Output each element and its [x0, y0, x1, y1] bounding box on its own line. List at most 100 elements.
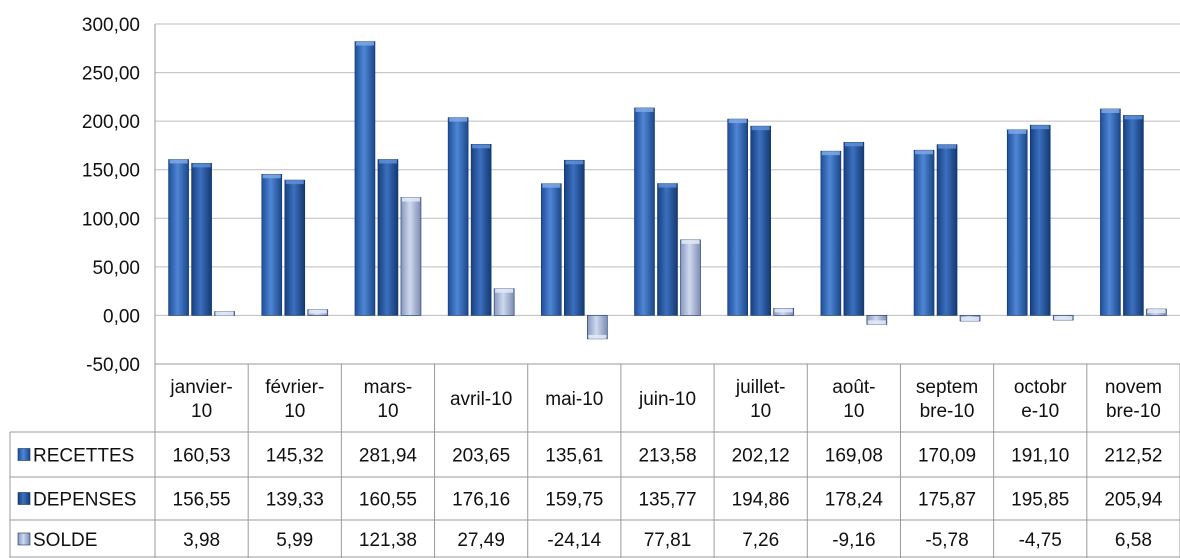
- data-cell: 195,85: [1011, 490, 1069, 511]
- bar-cap: [867, 320, 886, 325]
- bar-solde: [680, 239, 701, 316]
- bar-cap: [961, 317, 980, 322]
- data-cell: 6,58: [1115, 530, 1152, 551]
- bar-cap: [821, 151, 840, 156]
- bar-cap: [565, 160, 584, 165]
- bar-cap: [169, 159, 188, 164]
- bar-recettes: [1100, 108, 1121, 316]
- bar-recettes: [541, 183, 562, 316]
- legend-swatch-recettes: [17, 448, 31, 461]
- data-cell: 212,52: [1104, 446, 1162, 467]
- data-cell: 160,55: [359, 490, 417, 511]
- bar-cap: [215, 311, 234, 316]
- bar-cap: [495, 288, 514, 293]
- bar-recettes: [727, 118, 748, 316]
- y-tick-label: 100,00: [82, 209, 140, 230]
- bar-cap: [1054, 316, 1073, 321]
- bar-recettes: [447, 117, 469, 316]
- bar-cap: [542, 183, 561, 188]
- bar-depenses: [564, 159, 585, 316]
- bar-cap: [1101, 108, 1120, 113]
- category-label: 10: [377, 401, 398, 422]
- data-cell: 5,99: [276, 530, 313, 551]
- legend-swatch-solde: [17, 532, 31, 546]
- bar-depenses: [936, 144, 958, 316]
- bar-cap: [635, 107, 654, 112]
- bar-depenses: [377, 159, 399, 316]
- bar-cap: [681, 239, 700, 244]
- data-cell: 194,86: [732, 490, 790, 511]
- series-name: RECETTES: [33, 446, 134, 467]
- data-cell: 139,33: [266, 490, 324, 511]
- y-tick-label: 250,00: [82, 64, 140, 85]
- data-cell: 145,32: [266, 446, 324, 467]
- category-label: 10: [284, 401, 305, 422]
- y-tick-label: 300,00: [82, 15, 140, 36]
- category-label: e-10: [1021, 401, 1059, 422]
- data-cell: 121,38: [359, 530, 417, 551]
- category-label: mai-10: [545, 389, 603, 410]
- y-tick-label: 50,00: [92, 258, 140, 279]
- category-label: bre-10: [920, 401, 975, 422]
- data-cell: 135,77: [638, 490, 696, 511]
- data-cell: 191,10: [1011, 446, 1069, 467]
- bar-cap: [449, 117, 468, 122]
- category-label: octobr: [1014, 377, 1067, 398]
- bar-solde: [493, 288, 515, 316]
- data-cell: 281,94: [359, 446, 418, 467]
- bar-depenses: [1029, 124, 1051, 316]
- bar-recettes: [354, 41, 376, 316]
- data-cell: 156,55: [173, 490, 231, 511]
- bar-cap: [915, 150, 934, 155]
- category-label: septem: [916, 377, 978, 398]
- bar-cap: [1031, 125, 1050, 130]
- y-axis: 300,00 250,00 200,00 150,00 100,00 50,00 0,00 -…: [82, 15, 140, 376]
- bar-cap: [1147, 309, 1166, 314]
- bar-cap: [472, 144, 491, 149]
- bar-cap: [262, 174, 281, 179]
- bar-cap: [308, 309, 327, 314]
- data-cell: 178,24: [825, 490, 884, 511]
- data-cell: 205,94: [1104, 490, 1163, 511]
- category-label: novem: [1105, 377, 1162, 398]
- data-cell: 169,08: [825, 446, 883, 467]
- data-cell: 170,09: [918, 446, 976, 467]
- bar-cap: [774, 308, 793, 313]
- bar-cap: [938, 144, 957, 149]
- category-label: juin-10: [638, 389, 696, 410]
- data-cell: 135,61: [545, 446, 603, 467]
- bar-cap: [378, 159, 397, 164]
- category-label: 10: [191, 401, 212, 422]
- bar-cap: [1124, 115, 1143, 120]
- data-cell: 176,16: [452, 490, 510, 511]
- bar-recettes: [820, 150, 842, 316]
- category-label: juillet-: [735, 377, 786, 398]
- category-label: 10: [843, 401, 864, 422]
- legend-swatch-depenses: [17, 492, 31, 505]
- bar-recettes: [168, 159, 189, 316]
- y-tick-label: 0,00: [103, 306, 140, 327]
- series-name: SOLDE: [33, 530, 97, 551]
- data-cell: -24,14: [547, 530, 601, 551]
- bar-cap: [355, 41, 374, 46]
- y-tick-label: 150,00: [82, 161, 140, 182]
- bar-cap: [285, 180, 304, 185]
- bar-depenses: [657, 183, 678, 316]
- bar-depenses: [750, 125, 771, 316]
- series-name: DEPENSES: [33, 490, 136, 511]
- bar-cap: [844, 142, 863, 147]
- data-cell: 175,87: [918, 490, 976, 511]
- data-cell: -9,16: [832, 530, 875, 551]
- data-cell: -5,78: [925, 530, 968, 551]
- category-label: avril-10: [450, 389, 512, 410]
- data-cell: -4,75: [1019, 530, 1062, 551]
- bar-cap: [401, 197, 420, 202]
- bar-cap: [658, 183, 677, 188]
- category-label: février-: [265, 377, 324, 398]
- bar-cap: [728, 119, 747, 124]
- data-cell: 160,53: [173, 446, 231, 467]
- category-label: janvier-: [169, 377, 232, 398]
- bar-depenses: [1123, 115, 1144, 316]
- category-label: 10: [750, 401, 771, 422]
